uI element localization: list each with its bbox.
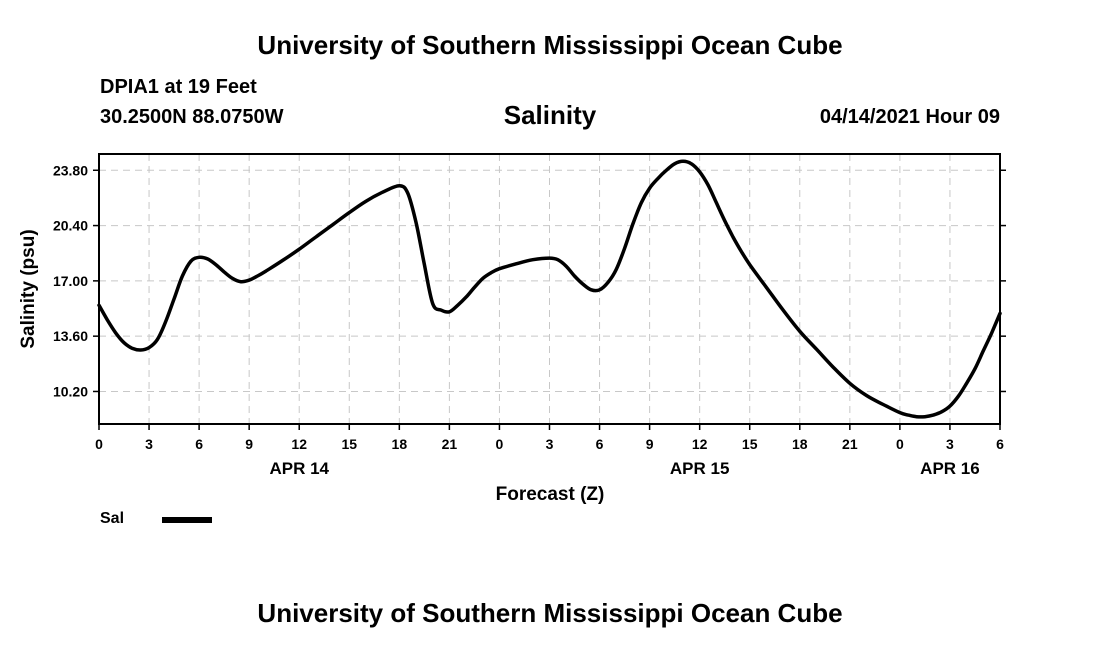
forecast-datetime: 04/14/2021 Hour 09: [819, 106, 1000, 128]
coordinates-label: 30.2500N 88.0750W: [100, 106, 284, 128]
y-tick-label: 23.80: [53, 162, 88, 178]
chart-title: Salinity: [503, 100, 597, 130]
x-axis-label: Forecast (Z): [496, 484, 605, 505]
x-tick-label: 9: [646, 436, 654, 452]
x-tick-label: 6: [996, 436, 1004, 452]
station-label: DPIA1 at 19 Feet: [100, 76, 257, 98]
x-tick-label: 15: [341, 436, 357, 452]
footer-title: University of Southern Mississippi Ocean…: [257, 598, 843, 628]
legend-line-swatch: [162, 517, 212, 523]
y-tick-label: 17.00: [53, 273, 88, 289]
date-label: APR 16: [920, 459, 980, 478]
grid: [99, 154, 1000, 424]
axis-ticks: 0 3 6 9 12 15 18 21 0 3 6 9 12 15 18 21 0 3 6 10.20 13.60 17.…: [53, 162, 1006, 478]
x-tick-label: 0: [496, 436, 504, 452]
x-tick-label: 18: [392, 436, 408, 452]
date-label: APR 15: [670, 459, 730, 478]
x-tick-label: 12: [692, 436, 708, 452]
x-tick-label: 6: [195, 436, 203, 452]
page-title: University of Southern Mississippi Ocean…: [257, 30, 843, 60]
y-axis-label: Salinity (psu): [18, 229, 39, 348]
x-tick-label: 6: [596, 436, 604, 452]
legend-label: Sal: [100, 510, 125, 527]
series-line-sal: [97, 159, 1002, 419]
x-tick-label: 15: [742, 436, 758, 452]
x-tick-label: 12: [291, 436, 307, 452]
x-tick-label: 0: [95, 436, 103, 452]
y-tick-label: 20.40: [53, 218, 88, 234]
x-tick-label: 18: [792, 436, 808, 452]
y-tick-label: 13.60: [53, 328, 88, 344]
x-tick-label: 3: [546, 436, 554, 452]
y-tick-label: 10.20: [53, 383, 88, 399]
x-tick-label: 21: [442, 436, 458, 452]
series-layer: [97, 159, 1002, 419]
date-label: APR 14: [269, 459, 329, 478]
x-tick-label: 0: [896, 436, 904, 452]
x-tick-label: 21: [842, 436, 858, 452]
x-tick-label: 9: [245, 436, 253, 452]
x-tick-label: 3: [145, 436, 153, 452]
x-tick-label: 3: [946, 436, 954, 452]
